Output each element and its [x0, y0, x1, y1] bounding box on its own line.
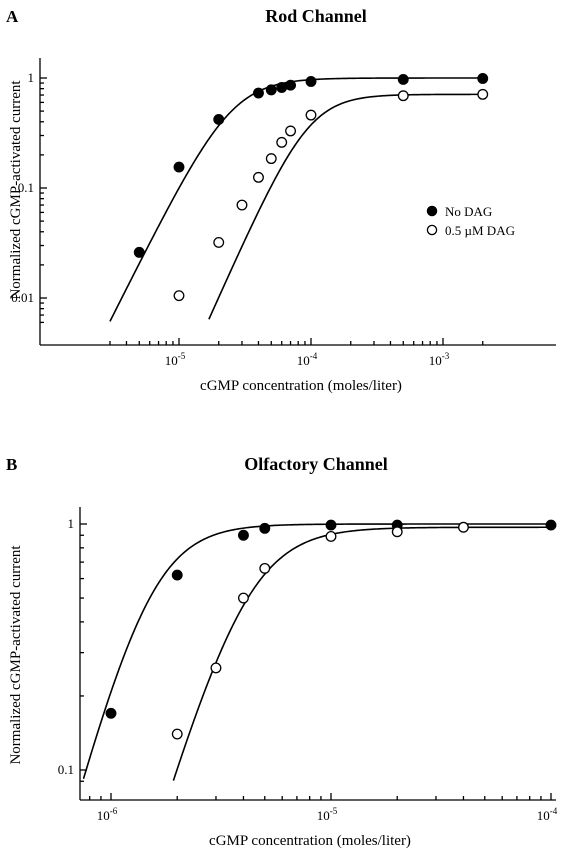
- filled-data-point: [259, 522, 271, 534]
- fit-curve-series-1: [109, 77, 483, 322]
- panel-b-title: Olfactory Channel: [244, 454, 388, 474]
- panel-a-x-axis-label: cGMP concentration (moles/liter): [200, 378, 402, 394]
- panel-b-x-axis-label: cGMP concentration (moles/liter): [209, 833, 411, 849]
- panel-a-data-points: [133, 73, 489, 302]
- open-data-point: [171, 728, 183, 740]
- panel-a-title: Rod Channel: [265, 6, 367, 26]
- panel-b: B Olfactory Channel Normalized cGMP-acti…: [6, 454, 558, 849]
- panel-a-fit-curves: [109, 77, 483, 322]
- filled-data-point: [325, 519, 337, 531]
- open-data-point: [305, 109, 317, 121]
- panel-b-axes: [79, 507, 556, 801]
- x-tick-label: 10-3: [429, 351, 450, 368]
- legend-marker-no-dag: [426, 205, 438, 217]
- y-tick-label: 0.1: [18, 180, 34, 195]
- filled-data-point: [285, 79, 297, 91]
- x-tick-label: 10-6: [97, 806, 118, 823]
- filled-data-point: [305, 76, 317, 87]
- open-data-point: [397, 90, 409, 102]
- filled-data-point: [133, 246, 145, 258]
- x-tick-label: 10-4: [537, 806, 558, 823]
- panel-a-letter: A: [6, 7, 19, 26]
- panel-b-letter: B: [6, 455, 17, 474]
- panel-a-ticks: 10-5 10-4 10-3 1 0.1 0.01: [11, 70, 484, 368]
- open-data-point: [285, 125, 297, 137]
- open-data-point: [238, 592, 249, 604]
- filled-data-point: [545, 519, 557, 531]
- legend-label-no-dag: No DAG: [445, 204, 492, 219]
- y-tick-label: 0.1: [58, 762, 74, 777]
- open-data-point: [276, 136, 288, 148]
- panel-b-y-axis-label: Normalized cGMP-activated current: [8, 545, 24, 765]
- x-tick-label: 10-5: [165, 351, 186, 368]
- open-data-point: [213, 236, 225, 248]
- panel-b-fit-curves: [82, 523, 551, 781]
- filled-data-point: [105, 707, 117, 719]
- y-tick-label: 1: [28, 70, 35, 85]
- filled-data-point: [171, 569, 183, 581]
- open-data-point: [265, 153, 277, 165]
- panel-a-legend: No DAG 0.5 µM DAG: [426, 204, 515, 238]
- x-tick-label: 10-4: [297, 351, 318, 368]
- open-data-point: [259, 562, 271, 574]
- open-data-point: [391, 526, 403, 538]
- filled-data-point: [253, 87, 264, 99]
- open-data-point: [477, 88, 489, 100]
- open-data-point: [253, 171, 264, 183]
- panel-b-data-points: [105, 519, 557, 740]
- panel-a: A Rod Channel Normalized cGMP-activated …: [6, 6, 556, 394]
- filled-data-point: [213, 113, 225, 125]
- legend-label-dag: 0.5 µM DAG: [445, 223, 515, 238]
- panel-a-axes: [39, 58, 556, 346]
- filled-data-point: [238, 529, 249, 541]
- open-data-point: [210, 662, 222, 674]
- filled-data-point: [276, 82, 288, 93]
- open-data-point: [173, 290, 185, 302]
- panel-a-y-axis-label: Normalized cGMP-activated current: [8, 80, 24, 300]
- fit-curve-series-1: [82, 523, 551, 779]
- filled-data-point: [173, 161, 185, 173]
- fit-curve-series-2: [208, 93, 483, 320]
- open-data-point: [325, 531, 337, 542]
- filled-data-point: [477, 73, 489, 84]
- fit-curve-series-2: [172, 526, 551, 781]
- x-tick-label: 10-5: [317, 806, 338, 823]
- y-tick-label: 0.01: [11, 290, 34, 305]
- open-data-point: [236, 199, 248, 211]
- filled-data-point: [397, 74, 409, 85]
- y-tick-label: 1: [68, 516, 75, 531]
- open-data-point: [458, 521, 469, 533]
- panel-b-ticks: 10-6 10-5 10-4 1 0.1: [58, 516, 558, 823]
- legend-marker-dag: [426, 224, 438, 236]
- filled-data-point: [265, 84, 277, 96]
